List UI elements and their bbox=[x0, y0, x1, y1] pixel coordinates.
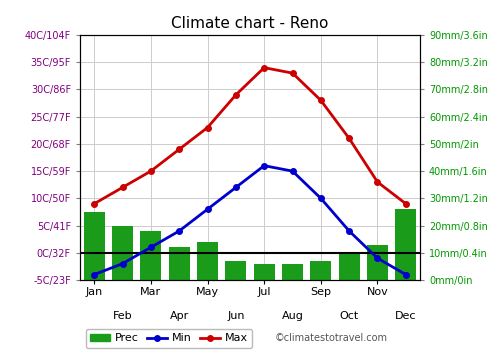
Bar bbox=[140, 231, 162, 280]
Bar bbox=[367, 245, 388, 280]
Bar bbox=[310, 261, 332, 280]
Bar bbox=[254, 264, 275, 280]
Text: Oct: Oct bbox=[340, 310, 359, 321]
Bar bbox=[395, 209, 416, 280]
Bar bbox=[168, 247, 190, 280]
Text: Feb: Feb bbox=[112, 310, 132, 321]
Bar bbox=[197, 242, 218, 280]
Text: Jun: Jun bbox=[227, 310, 244, 321]
Text: Dec: Dec bbox=[395, 310, 416, 321]
Text: Apr: Apr bbox=[170, 310, 189, 321]
Bar bbox=[338, 253, 360, 280]
Bar bbox=[282, 264, 303, 280]
Bar bbox=[84, 212, 105, 280]
Legend: Prec, Min, Max: Prec, Min, Max bbox=[86, 329, 252, 348]
Bar bbox=[225, 261, 246, 280]
Title: Climate chart - Reno: Climate chart - Reno bbox=[172, 16, 328, 31]
Text: ©climatestotravel.com: ©climatestotravel.com bbox=[275, 333, 388, 343]
Text: Aug: Aug bbox=[282, 310, 304, 321]
Bar bbox=[112, 225, 133, 280]
